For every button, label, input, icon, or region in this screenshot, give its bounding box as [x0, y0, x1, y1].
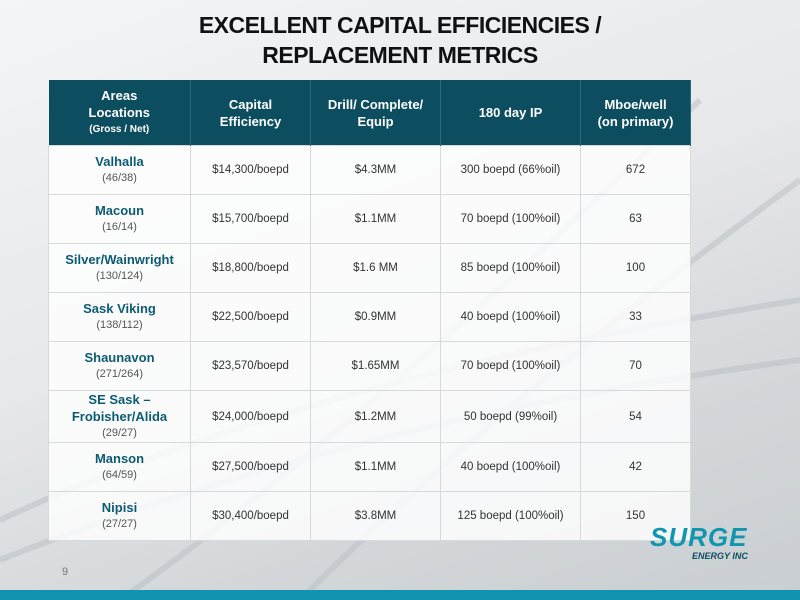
table-cell: $15,700/boepd — [190, 194, 311, 244]
logo-text: SURGE — [650, 522, 748, 552]
table-row: Valhalla (46/38) $14,300/boepd $4.3MM 300 bo… — [48, 145, 691, 195]
table-cell: 40 boepd (100%oil) — [440, 442, 581, 492]
header-row: Areas Locations (Gross / Net) Capital Effici… — [48, 80, 691, 146]
table-cell: 50 boepd (99%oil) — [440, 390, 581, 443]
table-cell: 33 — [580, 292, 691, 342]
table-cell: $18,800/boepd — [190, 243, 311, 293]
column-header: Capital Efficiency — [190, 80, 311, 146]
area-name: Valhalla — [95, 154, 144, 169]
table-cell: 70 boepd (100%oil) — [440, 194, 581, 244]
table-cell: 70 boepd (100%oil) — [440, 341, 581, 391]
page-number: 9 — [62, 566, 69, 578]
area-name: Frobisher/Alida — [71, 409, 168, 424]
locations: (29/27) — [102, 427, 137, 439]
table-cell: $14,300/boepd — [190, 145, 311, 195]
table-cell: 300 boepd (66%oil) — [440, 145, 581, 195]
area-cell: SE Sask – Frobisher/Alida (29/27) — [48, 390, 191, 443]
title-line: REPLACEMENT METRICS — [262, 42, 538, 68]
table-row: Macoun (16/14) $15,700/boepd $1.1MM 70 boepd… — [48, 194, 691, 244]
slide-title: EXCELLENT CAPITAL EFFICIENCIES / REPLACE… — [0, 10, 800, 70]
footer-bar — [0, 590, 800, 600]
locations: (271/264) — [95, 368, 144, 380]
table-row: Shaunavon (271/264) $23,570/boepd $1.65MM 70… — [48, 341, 691, 391]
header-line: Capital — [228, 96, 273, 112]
area-cell: Macoun (16/14) — [48, 194, 191, 244]
area-name: SE Sask – — [88, 392, 151, 407]
locations: (46/38) — [102, 172, 137, 184]
table-cell: 150 — [580, 491, 691, 541]
table-cell: $30,400/boepd — [190, 491, 311, 541]
column-header: 180 day IP — [440, 80, 581, 146]
table-cell: $1.1MM — [310, 442, 441, 492]
header-line: Locations — [88, 105, 150, 120]
area-name: Nipisi — [101, 500, 138, 515]
area-cell: Shaunavon (271/264) — [48, 341, 191, 391]
table-cell: 70 — [580, 341, 691, 391]
table-cell: $4.3MM — [310, 145, 441, 195]
column-header: Mboe/well (on primary) — [580, 80, 691, 146]
table-cell: 63 — [580, 194, 691, 244]
table-cell: 40 boepd (100%oil) — [440, 292, 581, 342]
table-cell: 125 boepd (100%oil) — [440, 491, 581, 541]
header-line: Efficiency — [219, 113, 282, 129]
column-header: Drill/ Complete/Equip — [310, 80, 441, 146]
table-cell: $24,000/boepd — [190, 390, 311, 443]
locations: (27/27) — [102, 518, 137, 530]
logo-subtext: ENERGY INC — [692, 551, 748, 561]
table-row: Manson (64/59) $27,500/boepd $1.1MM 40 boepd… — [48, 442, 691, 492]
table-cell: 672 — [580, 145, 691, 195]
area-name: Silver/Wainwright — [65, 252, 174, 267]
table-row: Nipisi (27/27) $30,400/boepd $3.8MM 125 boep… — [48, 491, 691, 541]
locations: (138/112) — [96, 319, 143, 331]
column-header: Areas Locations (Gross / Net) — [48, 80, 191, 146]
locations: (16/14) — [102, 221, 137, 233]
header-line: (on primary) — [597, 113, 674, 129]
table-row: Silver/Wainwright (130/124) $18,800/boepd $… — [48, 243, 691, 293]
header-line: Areas — [101, 88, 138, 103]
header-line: Drill/ Complete/ — [327, 96, 424, 112]
table-row: Sask Viking (138/112) $22,500/boepd $0.9MM 4… — [48, 292, 691, 342]
table-cell: $22,500/boepd — [190, 292, 311, 342]
area-name: Sask Viking — [83, 301, 156, 316]
area-name: Shaunavon — [84, 350, 155, 365]
area-cell: Valhalla (46/38) — [48, 145, 191, 195]
table-cell: 85 boepd (100%oil) — [440, 243, 581, 293]
table-cell: $27,500/boepd — [190, 442, 311, 492]
table-cell: 100 — [580, 243, 691, 293]
header-line: 180 day IP — [478, 105, 543, 120]
logo: SURGE ENERGY INC — [650, 522, 770, 561]
table-cell: $0.9MM — [310, 292, 441, 342]
table-cell: $1.1MM — [310, 194, 441, 244]
table-cell: $1.6 MM — [310, 243, 441, 293]
area-name: Macoun — [94, 203, 145, 218]
header-line: Mboe/well — [604, 96, 667, 112]
table-cell: $1.2MM — [310, 390, 441, 443]
area-cell: Nipisi (27/27) — [48, 491, 191, 541]
locations: (130/124) — [95, 270, 144, 282]
table-cell: 54 — [580, 390, 691, 443]
area-cell: Sask Viking (138/112) — [48, 292, 191, 342]
header-line: Equip — [357, 113, 394, 129]
locations: (64/59) — [102, 469, 137, 481]
header-line: (Gross / Net) — [89, 124, 150, 135]
table-row: SE Sask – Frobisher/Alida (29/27) $24,000/b… — [48, 390, 691, 443]
table-body: Valhalla (46/38) $14,300/boepd $4.3MM 300 bo… — [48, 145, 691, 541]
area-name: Manson — [94, 451, 145, 466]
metrics-table: Areas Locations (Gross / Net) Capital Effici… — [48, 80, 691, 541]
title-line: EXCELLENT CAPITAL EFFICIENCIES / — [198, 12, 602, 38]
area-cell: Manson (64/59) — [48, 442, 191, 492]
table-cell: $1.65MM — [310, 341, 441, 391]
table-cell: 42 — [580, 442, 691, 492]
table-cell: $3.8MM — [310, 491, 441, 541]
area-cell: Silver/Wainwright (130/124) — [48, 243, 191, 293]
table-cell: $23,570/boepd — [190, 341, 311, 391]
